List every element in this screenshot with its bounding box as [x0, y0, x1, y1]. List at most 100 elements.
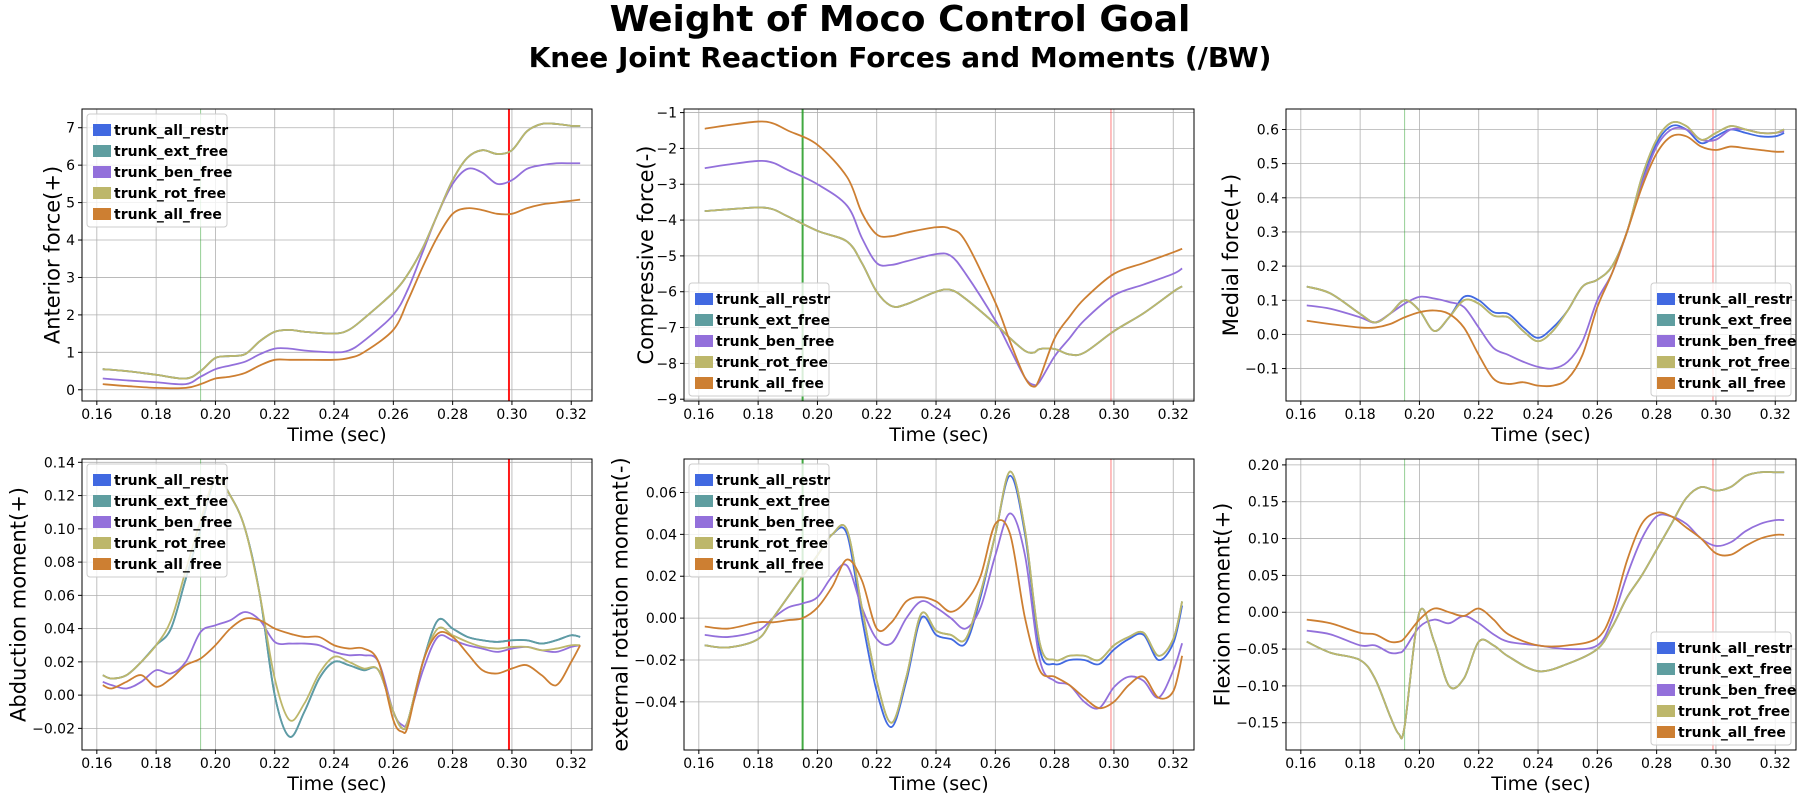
- x-tick-label: 0.24: [920, 407, 951, 423]
- x-tick-label: 0.30: [1098, 756, 1129, 772]
- x-tick-label: 0.22: [259, 407, 290, 423]
- x-tick-label: 0.28: [1039, 756, 1070, 772]
- legend-swatch-trunk_ben_free: [1657, 335, 1675, 347]
- x-tick-label: 0.32: [1760, 407, 1791, 423]
- legend-swatch-trunk_ben_free: [1657, 684, 1675, 696]
- y-tick-label: 0.00: [646, 611, 677, 627]
- series-line-trunk_rot_free: [102, 477, 581, 731]
- y-tick-label: 1: [66, 345, 75, 361]
- legend-label-trunk_ext_free: trunk_ext_free: [114, 144, 228, 160]
- legend-box: [688, 463, 830, 578]
- x-tick-label: 0.16: [81, 756, 112, 772]
- x-tick-label: 0.30: [496, 756, 527, 772]
- y-axis-label: Abduction moment(+): [7, 487, 31, 722]
- y-tick-label: 0.08: [44, 555, 75, 571]
- y-tick-label: 7: [66, 121, 75, 137]
- x-tick-label: 0.18: [743, 407, 774, 423]
- x-tick-label: 0.24: [318, 756, 349, 772]
- x-tick-label: 0.20: [802, 756, 833, 772]
- legend-swatch-trunk_ben_free: [93, 166, 111, 178]
- x-tick-label: 0.20: [802, 407, 833, 423]
- series-line-trunk_all_free: [704, 519, 1184, 710]
- x-tick-label: 0.22: [1463, 407, 1494, 423]
- legend-label-trunk_rot_free: trunk_rot_free: [716, 355, 828, 371]
- legend-label-trunk_all_free: trunk_all_free: [114, 207, 222, 223]
- y-tick-label: 0.6: [1257, 122, 1279, 138]
- series-line-trunk_ext_free: [102, 476, 581, 738]
- x-tick-label: 0.26: [1582, 756, 1613, 772]
- x-tick-label: 0.16: [683, 407, 714, 423]
- axes-frame: [683, 108, 1195, 402]
- x-tick-label: 0.30: [1700, 407, 1731, 423]
- y-tick-label: −0.04: [634, 695, 677, 711]
- legend-label-trunk_ext_free: trunk_ext_free: [716, 313, 830, 329]
- legend-swatch-trunk_rot_free: [695, 356, 713, 368]
- legend-swatch-trunk_all_restr: [93, 474, 111, 486]
- legend-swatch-trunk_all_free: [695, 558, 713, 570]
- x-tick-label: 0.30: [1098, 407, 1129, 423]
- y-axis-label: Anterior force(+): [41, 166, 65, 344]
- legend-label-trunk_ext_free: trunk_ext_free: [1678, 313, 1792, 329]
- series-line-trunk_ben_free: [704, 159, 1183, 387]
- y-tick-label: 0.20: [1248, 458, 1279, 474]
- legend-label-trunk_all_restr: trunk_all_restr: [114, 123, 228, 139]
- legend-swatch-trunk_all_restr: [1657, 293, 1675, 305]
- x-tick-label: 0.22: [861, 756, 892, 772]
- figure-subtitle: Knee Joint Reaction Forces and Moments (…: [528, 41, 1272, 74]
- y-tick-label: 0.2: [1257, 259, 1279, 275]
- chart-panel-5: 0.16 0.18 0.20 0.22 0.24 0.26 0.28 0.30 0.32 −0.0…: [609, 457, 1195, 795]
- legend-swatch-trunk_rot_free: [695, 537, 713, 549]
- y-tick-label: 0.02: [44, 655, 75, 671]
- x-tick-label: 0.32: [1760, 756, 1791, 772]
- x-tick-label: 0.28: [1039, 407, 1070, 423]
- x-tick-label: 0.18: [1345, 756, 1376, 772]
- series-line-trunk_rot_free: [102, 122, 581, 380]
- y-axis-label: Flexion moment(+): [1211, 503, 1235, 707]
- y-tick-label: 0.02: [646, 569, 677, 585]
- y-tick-label: 2: [66, 308, 75, 324]
- x-tick-label: 0.18: [1345, 407, 1376, 423]
- x-tick-label: 0.32: [556, 407, 587, 423]
- legend-label-trunk_all_restr: trunk_all_restr: [716, 292, 830, 308]
- x-tick-label: 0.30: [1700, 756, 1731, 772]
- legend-swatch-trunk_ben_free: [93, 516, 111, 528]
- legend-label-trunk_rot_free: trunk_rot_free: [1678, 355, 1790, 371]
- legend-swatch-trunk_all_restr: [93, 124, 111, 136]
- y-tick-label: −0.15: [1236, 716, 1279, 732]
- y-tick-label: −4: [656, 213, 677, 229]
- series-line-trunk_ben_free: [1306, 513, 1785, 655]
- legend: trunk_all_restr trunk_ext_free trunk_ben_f…: [1650, 282, 1796, 397]
- y-tick-label: 0.1: [1257, 293, 1279, 309]
- x-tick-label: 0.22: [861, 407, 892, 423]
- x-tick-label: 0.28: [1641, 407, 1672, 423]
- legend-swatch-trunk_all_free: [93, 558, 111, 570]
- legend-swatch-trunk_rot_free: [93, 537, 111, 549]
- legend-box: [1650, 631, 1792, 746]
- legend-label-trunk_rot_free: trunk_rot_free: [114, 536, 226, 552]
- chart-panel-1: 0.16 0.18 0.20 0.22 0.24 0.26 0.28 0.30 0.32 0 1 2 3…: [41, 108, 593, 446]
- legend-swatch-trunk_all_restr: [695, 474, 713, 486]
- series-lines: [704, 120, 1183, 388]
- x-tick-label: 0.22: [259, 756, 290, 772]
- x-axis-label: Time (sec): [888, 773, 988, 795]
- legend-label-trunk_all_restr: trunk_all_restr: [114, 473, 228, 489]
- x-tick-label: 0.28: [1641, 756, 1672, 772]
- series-line-trunk_rot_free: [704, 206, 1183, 357]
- y-axis-label: Medial force(+): [1219, 174, 1243, 336]
- axes-frame: [81, 458, 593, 751]
- x-axis-label: Time (sec): [1490, 424, 1590, 446]
- legend-swatch-trunk_rot_free: [93, 187, 111, 199]
- x-tick-label: 0.24: [318, 407, 349, 423]
- x-tick-label: 0.18: [141, 407, 172, 423]
- x-tick-label: 0.28: [437, 407, 468, 423]
- y-tick-label: −1: [656, 106, 677, 122]
- series-line-trunk_all_free: [102, 617, 581, 734]
- legend-swatch-trunk_rot_free: [1657, 705, 1675, 717]
- axes-frame: [81, 108, 593, 402]
- x-axis-label: Time (sec): [286, 773, 386, 795]
- y-tick-label: 3: [66, 270, 75, 286]
- legend-box: [86, 463, 228, 578]
- series-lines: [1306, 471, 1785, 740]
- y-tick-label: 5: [66, 196, 75, 212]
